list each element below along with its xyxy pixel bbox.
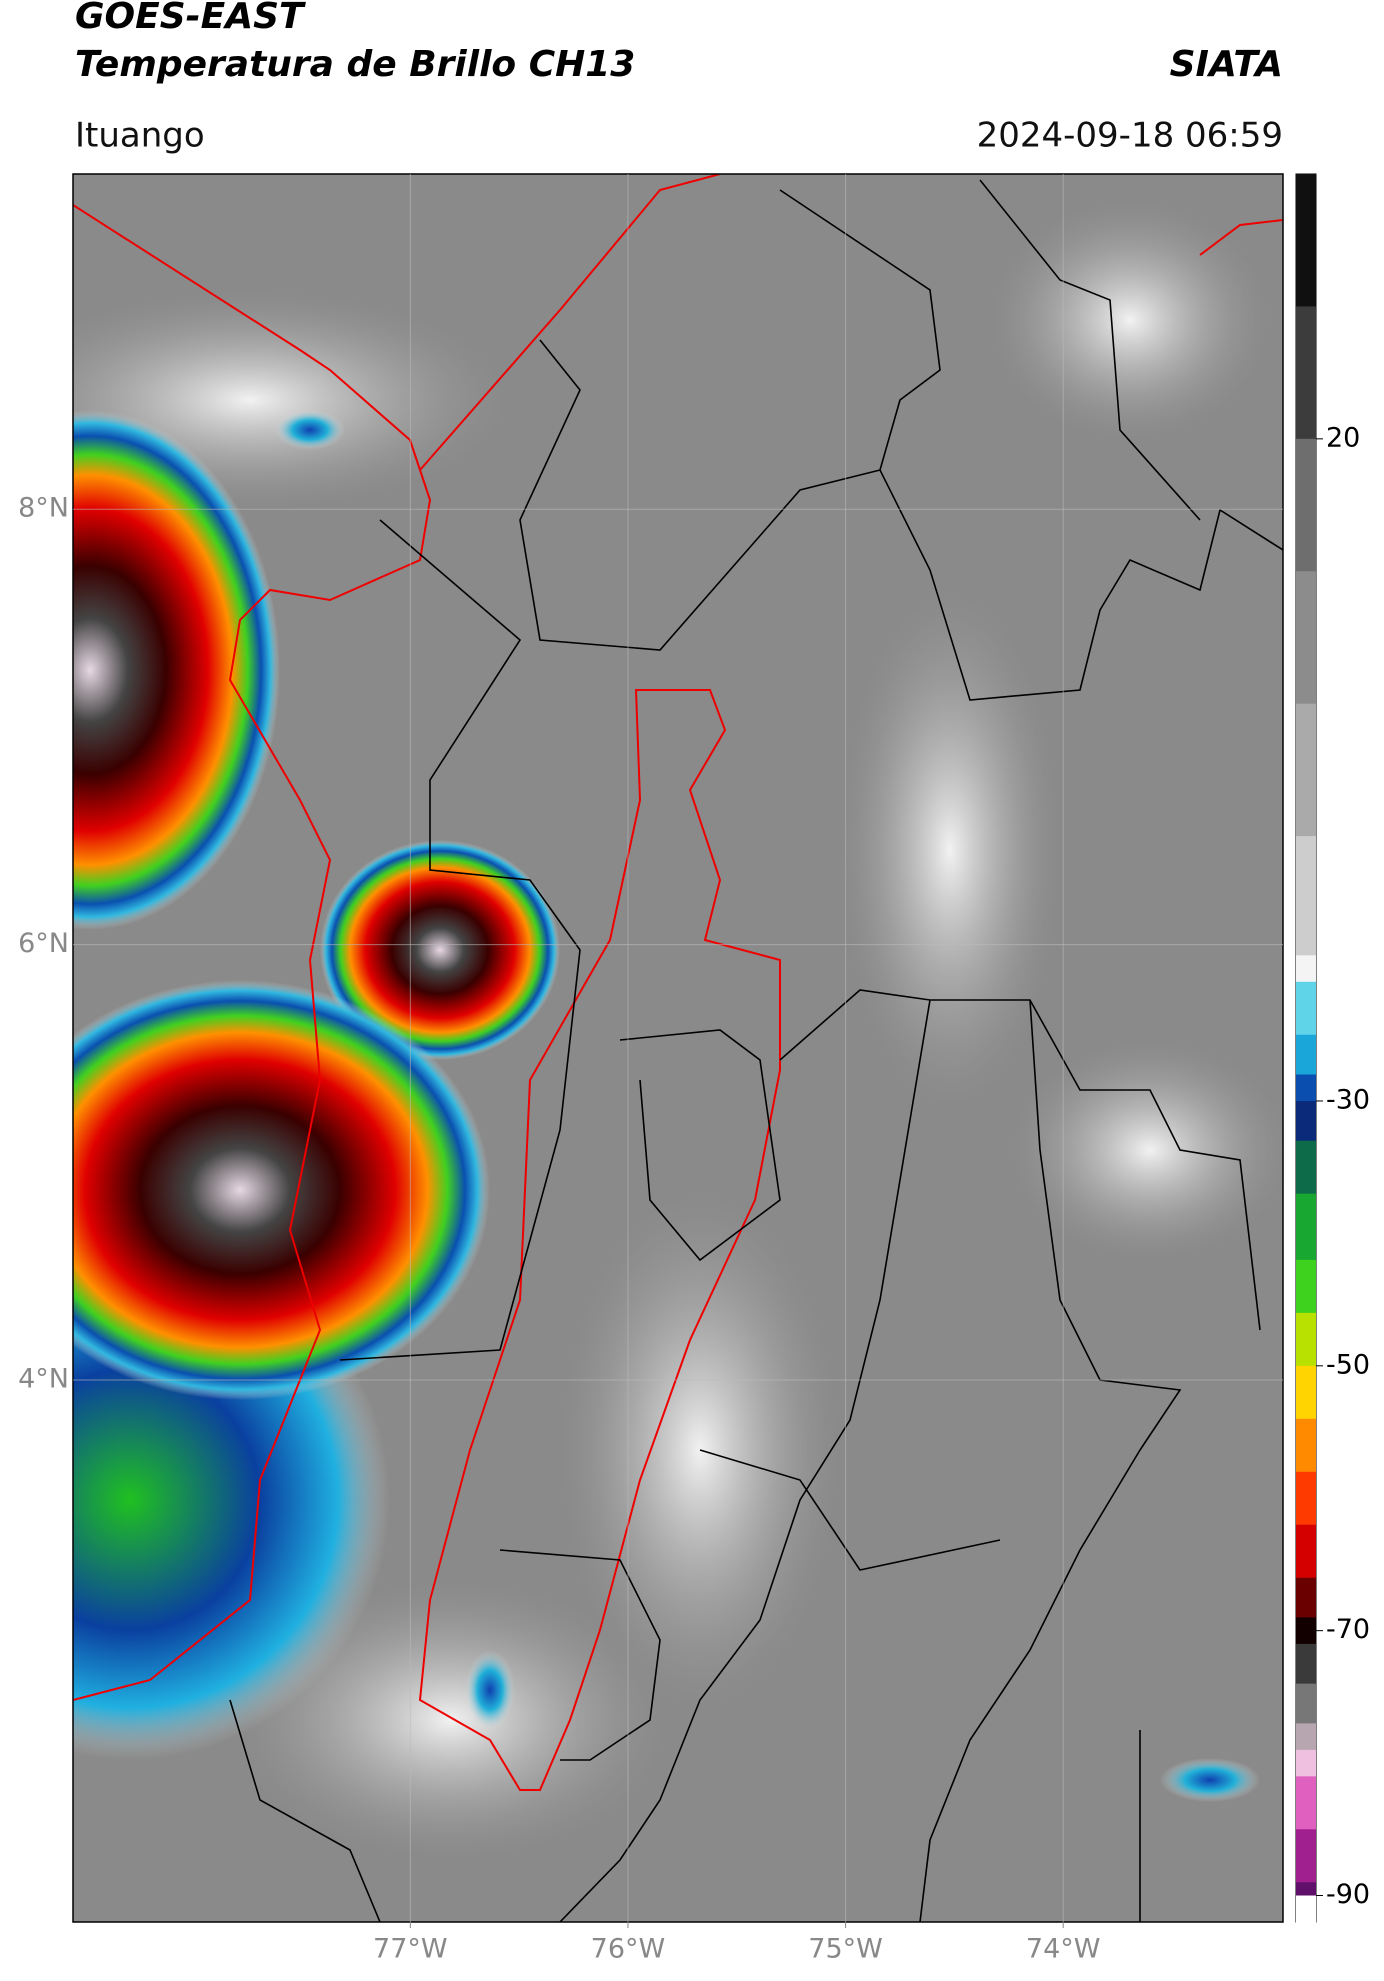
x-tick-label: 76°W bbox=[591, 1934, 666, 1965]
colorbar-segment bbox=[1296, 1723, 1316, 1751]
x-tick-label: 74°W bbox=[1026, 1934, 1101, 1965]
colorbar-tick-label: -90 bbox=[1326, 1879, 1370, 1910]
colorbar-tick-label: -70 bbox=[1326, 1614, 1370, 1645]
colorbar-segment bbox=[1296, 571, 1316, 705]
colorbar-segment bbox=[1296, 955, 1316, 983]
colorbar-segment bbox=[1296, 1577, 1316, 1618]
colorbar-segment bbox=[1296, 1683, 1316, 1724]
colorbar-segment bbox=[1296, 1749, 1316, 1777]
map-frame bbox=[72, 173, 1284, 1923]
colorbar-segment bbox=[1296, 1193, 1316, 1261]
colorbar-segment bbox=[1296, 981, 1316, 1036]
subtitle: Temperatura de Brillo CH13 bbox=[75, 44, 635, 85]
colorbar-segment bbox=[1296, 1140, 1316, 1195]
colorbar-segment bbox=[1296, 1882, 1316, 1897]
colorbar-segment bbox=[1296, 703, 1316, 837]
colorbar-segment bbox=[1296, 1259, 1316, 1314]
colorbar-segment bbox=[1296, 1418, 1316, 1473]
map-image bbox=[73, 174, 1283, 1922]
colorbar-segment bbox=[1296, 306, 1316, 440]
colorbar-segment bbox=[1296, 1643, 1316, 1685]
y-tick-label: 4°N bbox=[18, 1363, 69, 1394]
colorbar-tick-label: -30 bbox=[1326, 1084, 1370, 1115]
brand: SIATA bbox=[1170, 44, 1283, 85]
colorbar-segment bbox=[1296, 438, 1316, 572]
colorbar-segment bbox=[1296, 1365, 1316, 1420]
colorbar-segment bbox=[1296, 1617, 1316, 1645]
colorbar-segment bbox=[1296, 1100, 1316, 1142]
y-tick-label: 6°N bbox=[18, 928, 69, 959]
colorbar-segment bbox=[1296, 1829, 1316, 1883]
colorbar-segment bbox=[1296, 1074, 1316, 1102]
colorbar-segment bbox=[1296, 1895, 1316, 1923]
colorbar-tick-label: -50 bbox=[1326, 1349, 1370, 1380]
x-tick-label: 77°W bbox=[373, 1934, 448, 1965]
colorbar-segment bbox=[1296, 1034, 1316, 1075]
x-tick-label: 75°W bbox=[808, 1934, 883, 1965]
colorbar-segment bbox=[1296, 174, 1316, 307]
colorbar-segment bbox=[1296, 836, 1316, 956]
colorbar-segment bbox=[1296, 1524, 1316, 1579]
y-tick-label: 8°N bbox=[18, 493, 69, 524]
timestamp: 2024-09-18 06:59 bbox=[977, 116, 1283, 156]
title: GOES-EAST bbox=[75, 0, 306, 37]
location: Ituango bbox=[75, 116, 205, 156]
colorbar-segment bbox=[1296, 1471, 1316, 1526]
colorbar-segment bbox=[1296, 1312, 1316, 1367]
colorbar-tick-label: 20 bbox=[1326, 422, 1360, 453]
colorbar-segment bbox=[1296, 1776, 1316, 1830]
